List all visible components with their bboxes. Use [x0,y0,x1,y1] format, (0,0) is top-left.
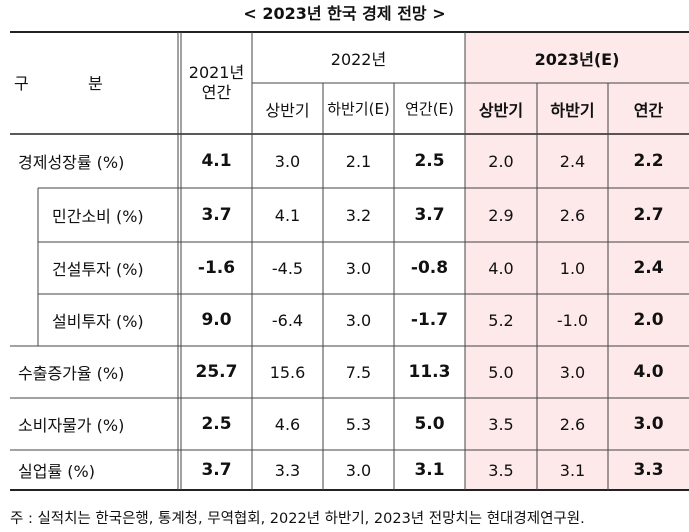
table-cell: 3.3 [633,460,664,480]
table-cell: 3.0 [633,414,664,434]
table-cell: 4.0 [633,362,664,382]
table-cell: 3.0 [559,362,586,382]
table-cell: -1.6 [197,258,236,278]
table-cell: 4.6 [274,414,301,434]
table-cell: 3.0 [274,151,301,171]
header-category-right: 분 [88,74,103,93]
table-cell: 2.4 [633,258,664,278]
table-cell: -1.7 [410,310,449,330]
header-2022: 2022년 [330,49,387,69]
header-2022-h1: 상반기 [265,100,310,120]
table-cell: 3.0 [345,310,372,330]
table-cell: 5.2 [488,310,514,330]
table-cell: 3.3 [274,460,301,480]
table-cell: 2.5 [201,414,232,434]
row-label: 건설투자 (%) [52,260,144,279]
row-label: 경제성장률 (%) [18,153,125,172]
table-cell: 2.0 [633,310,664,330]
header-2021: 2021년 연간 [188,63,245,102]
header-category-left: 구 [14,74,29,93]
table-cell: 5.3 [345,414,372,434]
table-cell: 2.2 [633,151,664,171]
table-cell: 3.2 [345,205,372,225]
table-cell: -0.8 [410,258,449,278]
table-cell: 2.0 [488,151,514,171]
table-cell: 3.7 [201,460,232,480]
table-cell: -4.5 [271,258,304,278]
table-cell: 5.0 [488,362,514,382]
row-label: 민간소비 (%) [52,207,144,226]
table-cell: 4.1 [274,205,301,225]
row-label: 실업률 (%) [18,462,95,481]
table-cell: 3.7 [201,205,232,225]
header-2023-annual: 연간 [633,100,664,120]
table-cell: 25.7 [195,362,238,382]
header-2022-annual: 연간(E) [405,100,454,118]
table-cell: 2.6 [559,205,586,225]
table-cell: 4.0 [488,258,514,278]
table-cell: 3.5 [488,460,514,480]
row-label: 수출증가율 (%) [18,364,125,383]
table-cell: 2.4 [559,151,586,171]
footnote: 주 : 실적치는 한국은행, 통계청, 무역협회, 2022년 하반기, 202… [10,511,585,527]
table-cell: 11.3 [408,362,451,382]
table-cell: 3.7 [414,205,445,225]
forecast-2023-highlight [465,32,689,490]
table-cell: 2.7 [633,205,664,225]
table-cell: 3.0 [345,460,372,480]
row-label: 소비자물가 (%) [18,416,125,435]
table-cell: 1.0 [559,258,586,278]
table-cell: 5.0 [414,414,445,434]
table-cell: 3.5 [488,414,514,434]
table-cell: 7.5 [345,362,372,382]
table-cell: -1.0 [556,310,589,330]
header-2023-h2: 하반기 [550,100,595,120]
table-cell: 3.0 [345,258,372,278]
table-cell: 2.6 [559,414,586,434]
table-cell: 3.1 [414,460,445,480]
table-cell: 9.0 [201,310,232,330]
table-cell: 2.5 [414,151,445,171]
table-cell: 3.1 [559,460,586,480]
table-cell: 4.1 [201,151,232,171]
table-cell: 2.1 [345,151,372,171]
table-cell: -6.4 [271,310,304,330]
table-cell: 2.9 [488,205,514,225]
table-cell: 15.6 [269,362,306,382]
header-2022-h2: 하반기(E) [327,100,390,118]
table-title: < 2023년 한국 경제 전망 > [243,4,446,23]
row-label: 설비투자 (%) [52,312,144,331]
header-2023-h1: 상반기 [478,100,524,120]
header-2023: 2023년(E) [534,49,620,69]
